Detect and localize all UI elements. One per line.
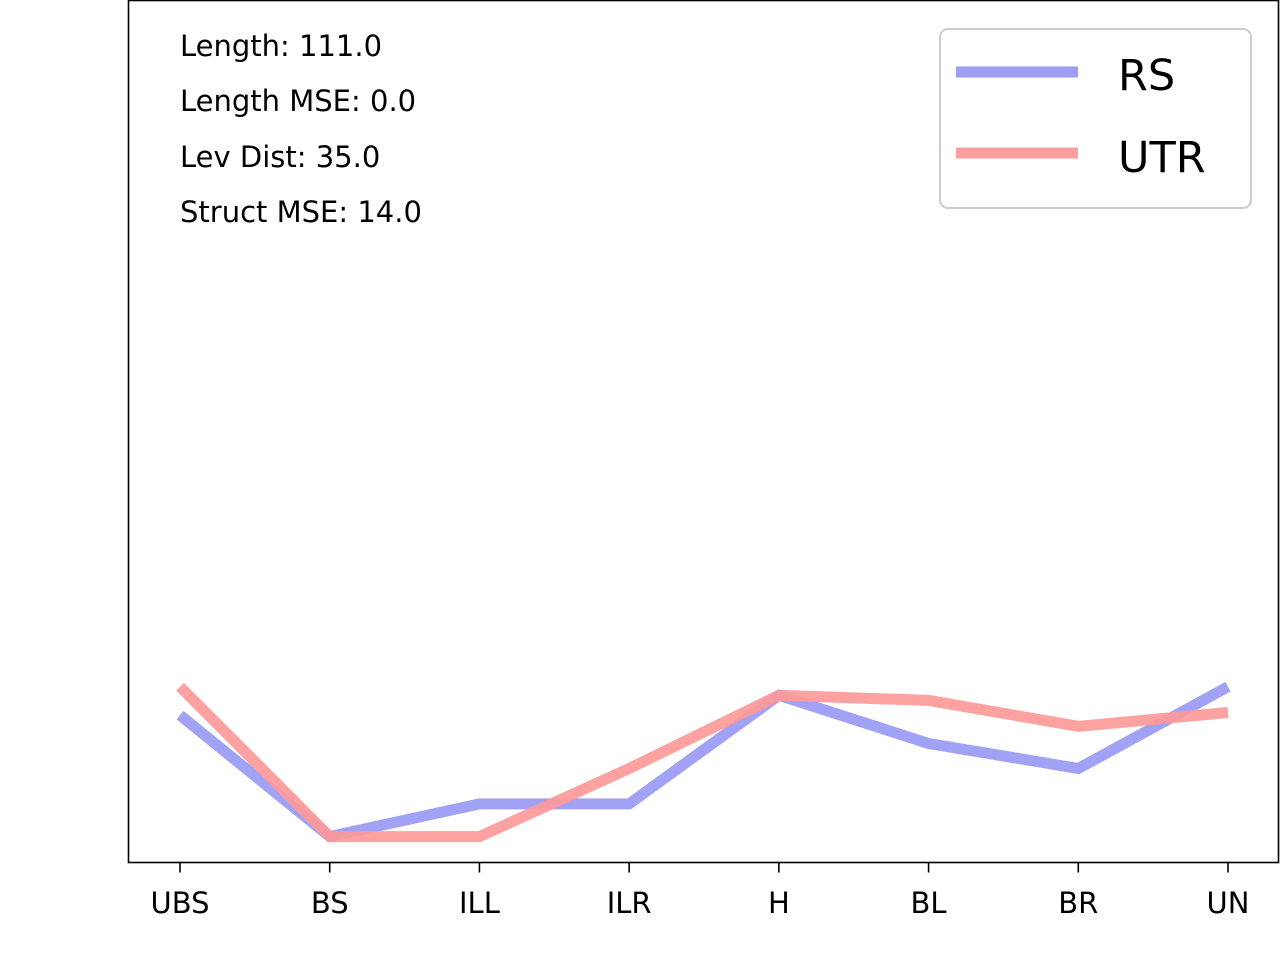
x-tick-label-ubs: UBS: [150, 886, 209, 920]
x-tick-label-un: UN: [1207, 886, 1250, 920]
legend-label-utr: UTR: [1118, 133, 1206, 183]
annotation-length: Length: 111.0: [180, 29, 382, 63]
series-line-utr: [176, 682, 1229, 843]
annotation-length-mse: Length MSE: 0.0: [180, 84, 416, 118]
annotation-struct-mse: Struct MSE: 14.0: [180, 195, 422, 229]
x-tick-label-ilr: ILR: [607, 886, 652, 920]
series-line-rs: [176, 681, 1231, 843]
x-tick-label-h: H: [768, 886, 790, 920]
x-tick-label-bl: BL: [911, 886, 947, 920]
x-tick-label-ill: ILL: [459, 886, 500, 920]
legend-label-rs: RS: [1118, 51, 1175, 101]
annotation-lev-dist: Lev Dist: 35.0: [180, 140, 380, 174]
x-tick-label-br: BR: [1058, 886, 1098, 920]
plot-area-frame: [127, 0, 1280, 864]
series-lines: [176, 681, 1231, 843]
metrics-annotations: Length: 111.0 Length MSE: 0.0 Lev Dist: …: [180, 29, 422, 229]
x-axis: UBS BS ILL ILR H BL BR UN: [150, 862, 1250, 920]
x-tick-label-bs: BS: [311, 886, 349, 920]
legend: RS UTR: [939, 28, 1252, 209]
